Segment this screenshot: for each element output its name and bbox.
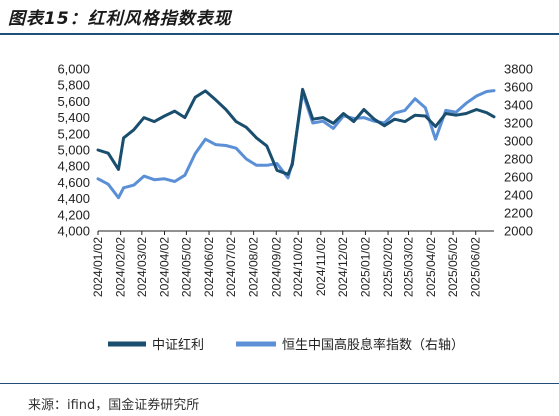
- left-y-tick-label: 4,800: [57, 159, 90, 174]
- left-y-tick-label: 5,400: [57, 110, 90, 125]
- x-tick-label: 2025/01/02: [358, 237, 372, 297]
- x-tick-label: 2024/03/02: [135, 237, 149, 297]
- right-y-tick-label: 2600: [504, 170, 533, 185]
- right-y-tick-label: 2800: [504, 152, 533, 167]
- legend-label-hs-high-dividend: 恒生中国高股息率指数（右轴）: [282, 337, 464, 353]
- right-y-tick-label: 3800: [504, 62, 533, 77]
- right-y-tick-label: 3200: [504, 116, 533, 131]
- source-note: 来源：ifind，国金证券研究所: [28, 398, 200, 413]
- x-tick-label: 2025/05/02: [446, 237, 460, 297]
- x-tick-label: 2025/03/02: [402, 237, 416, 297]
- left-y-tick-label: 4,000: [57, 224, 90, 239]
- left-y-tick-label: 5,200: [57, 126, 90, 141]
- x-tick-label: 2025/04/02: [424, 237, 438, 297]
- x-tick-label: 2024/11/02: [314, 237, 328, 296]
- x-tick-label: 2024/09/02: [269, 237, 283, 297]
- chart-title: 图表15：红利风格指数表现: [8, 9, 232, 29]
- left-y-tick-label: 6,000: [57, 62, 90, 77]
- right-y-tick-label: 3400: [504, 98, 533, 113]
- right-y-tick-label: 3000: [504, 134, 533, 149]
- left-y-tick-label: 4,400: [57, 191, 90, 206]
- left-y-tick-label: 4,600: [57, 175, 90, 190]
- legend-label-csi-dividend: 中证红利: [152, 337, 204, 353]
- legend: 中证红利 恒生中国高股息率指数（右轴）: [108, 337, 464, 353]
- left-y-tick-label: 5,000: [57, 143, 90, 158]
- right-y-axis: 2000 2200 2400 2600 2800 3000 3200 3400 3600 3800: [504, 62, 533, 239]
- x-tick-label: 2025/02/02: [381, 237, 395, 297]
- x-tick-label: 2024/12/02: [336, 237, 350, 297]
- x-tick-label: 2024/05/02: [179, 237, 193, 297]
- left-y-tick-label: 5,600: [57, 94, 90, 109]
- x-tick-label: 2024/06/02: [202, 237, 216, 297]
- left-y-tick-label: 4,200: [57, 207, 90, 222]
- right-y-tick-label: 2200: [504, 206, 533, 221]
- title-divider: [0, 33, 559, 35]
- x-tick-label: 2024/02/02: [114, 237, 128, 297]
- left-y-tick-label: 5,800: [57, 78, 90, 93]
- x-tick-label: 2025/06/02: [469, 237, 483, 297]
- x-tick-label: 2024/10/02: [291, 237, 305, 297]
- right-y-tick-label: 3600: [504, 80, 533, 95]
- footer-divider: [0, 383, 559, 384]
- x-tick-label: 2024/07/02: [224, 237, 238, 297]
- x-axis: 2024/01/02 2024/02/02 2024/03/02 2024/04/02…: [91, 231, 483, 297]
- x-tick-label: 2024/04/02: [157, 237, 171, 297]
- right-y-tick-label: 2400: [504, 188, 533, 203]
- right-y-tick-label: 2000: [504, 224, 533, 239]
- x-tick-label: 2024/01/02: [91, 237, 105, 297]
- series-line-csi-dividend: [96, 87, 496, 176]
- x-tick-label: 2024/08/02: [247, 237, 261, 297]
- series-layer: [96, 87, 496, 200]
